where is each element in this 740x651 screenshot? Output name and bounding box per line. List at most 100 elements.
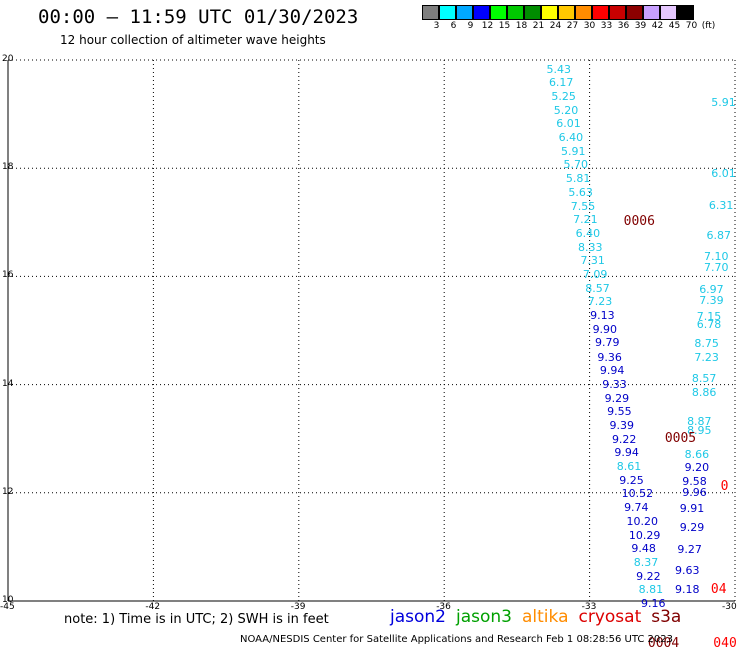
wave-height-value: 9.25 bbox=[619, 473, 644, 487]
wave-height-value: 9.22 bbox=[636, 569, 661, 583]
scale-swatch bbox=[677, 5, 694, 20]
wave-height-value: 7.39 bbox=[699, 293, 724, 307]
scale-label: 70 bbox=[685, 21, 698, 31]
wave-height-value: 8.81 bbox=[638, 583, 664, 597]
scale-swatch bbox=[473, 5, 490, 20]
wave-height-value: 7.09 bbox=[582, 268, 608, 282]
wave-height-value: 7.23 bbox=[587, 295, 613, 309]
lat-tick-label: 16 bbox=[2, 270, 14, 281]
wave-height-value: 9.94 bbox=[614, 446, 639, 460]
wave-height-value: 9.63 bbox=[674, 564, 700, 578]
scale-swatch bbox=[541, 5, 558, 20]
wave-height-value: 6.87 bbox=[706, 228, 731, 242]
wave-height-value: 9.58 bbox=[682, 474, 707, 488]
wave-height-value: 5.81 bbox=[565, 172, 591, 186]
scale-label: 30 bbox=[583, 21, 596, 31]
scale-label: 3 bbox=[433, 21, 440, 31]
scale-swatch bbox=[660, 5, 677, 20]
pass-time-label: 040 bbox=[713, 636, 737, 651]
wave-height-value: 5.91 bbox=[561, 144, 586, 158]
lat-tick-label: 10 bbox=[2, 595, 14, 605]
wave-height-value: 7.10 bbox=[704, 250, 729, 264]
scale-swatch bbox=[456, 5, 473, 20]
wave-height-value: 9.16 bbox=[641, 597, 666, 611]
wave-height-value: 9.36 bbox=[597, 350, 622, 364]
wave-height-value: 8.75 bbox=[694, 337, 719, 351]
wave-height-value: 9.79 bbox=[594, 336, 620, 350]
wave-height-value: 6.01 bbox=[556, 117, 581, 131]
wave-height-value: 6.31 bbox=[708, 199, 734, 213]
wave-height-value: 9.74 bbox=[624, 500, 649, 514]
wave-height-value: 9.20 bbox=[684, 461, 710, 475]
page-title: 00:00 – 11:59 UTC 01/30/2023 bbox=[38, 6, 359, 28]
wave-height-value: 9.27 bbox=[677, 542, 702, 556]
wave-height-value: 8.87 bbox=[687, 415, 712, 429]
scale-label: 21 bbox=[532, 21, 545, 31]
wave-height-value: 8.57 bbox=[691, 372, 717, 386]
wave-height-value: 5.25 bbox=[551, 89, 576, 103]
lon-tick-label: -30 bbox=[722, 602, 737, 612]
wave-height-scale bbox=[422, 5, 694, 20]
scale-swatch bbox=[643, 5, 660, 20]
wave-height-value: 6.97 bbox=[699, 282, 724, 296]
scale-label: 42 bbox=[651, 21, 664, 31]
wave-height-value: 7.15 bbox=[696, 309, 722, 323]
altimeter-map bbox=[7, 59, 736, 602]
pass-time-label: 0 bbox=[720, 479, 729, 495]
wave-height-value: 9.94 bbox=[599, 364, 625, 378]
scale-label: 24 bbox=[549, 21, 562, 31]
lat-tick-label: 20 bbox=[2, 54, 14, 64]
wave-height-value: 6.40 bbox=[575, 227, 601, 241]
wave-height-value: 8.95 bbox=[687, 423, 712, 437]
wave-height-value: 7.23 bbox=[694, 350, 719, 364]
wave-height-value: 8.86 bbox=[691, 385, 717, 399]
scale-label: 15 bbox=[498, 21, 511, 31]
scale-label: 12 bbox=[481, 21, 494, 31]
pass-time-label: 0005 bbox=[664, 430, 697, 446]
wave-height-value: 9.29 bbox=[679, 520, 705, 534]
satellite-legend-s3a: s3a bbox=[651, 607, 682, 627]
wave-height-value: 8.37 bbox=[633, 556, 659, 570]
wave-height-value: 9.29 bbox=[604, 391, 630, 405]
scale-label: 39 bbox=[634, 21, 647, 31]
scale-swatch bbox=[507, 5, 524, 20]
lat-tick-label: 14 bbox=[2, 378, 14, 389]
pass-time-label: 04 bbox=[710, 582, 727, 598]
scale-label: 33 bbox=[600, 21, 613, 31]
lon-tick-label: -42 bbox=[145, 602, 161, 612]
wave-height-value: 6.17 bbox=[548, 76, 574, 90]
wave-height-value: 9.13 bbox=[590, 309, 615, 323]
wave-height-value: 10.29 bbox=[628, 528, 661, 542]
scale-label: 6 bbox=[450, 21, 457, 31]
pass-time-label: 0004 bbox=[647, 636, 680, 651]
footer-credit: NOAA/NESDIS Center for Satellite Applica… bbox=[240, 634, 673, 645]
scale-label: 9 bbox=[467, 21, 474, 31]
wave-height-value: 7.70 bbox=[704, 261, 729, 275]
scale-label: 27 bbox=[566, 21, 579, 31]
wave-height-value: 5.91 bbox=[711, 96, 736, 110]
scale-swatch bbox=[422, 5, 439, 20]
wave-height-value: 7.31 bbox=[580, 254, 605, 268]
wave-height-value: 5.20 bbox=[553, 103, 579, 117]
wave-height-value: 8.61 bbox=[616, 459, 642, 473]
lat-tick-label: 18 bbox=[2, 162, 14, 173]
wave-height-value: 5.63 bbox=[568, 186, 593, 200]
scale-label: 18 bbox=[515, 21, 528, 31]
wave-height-value: 6.40 bbox=[558, 130, 584, 144]
lat-tick-label: 12 bbox=[2, 486, 14, 497]
lon-tick-label: -33 bbox=[581, 602, 597, 612]
wave-height-value: 9.18 bbox=[674, 583, 700, 597]
wave-height-value: 7.21 bbox=[573, 213, 598, 227]
wave-height-value: 9.96 bbox=[682, 485, 707, 499]
wave-height-value: 9.39 bbox=[609, 418, 635, 432]
scale-swatch bbox=[592, 5, 609, 20]
scale-unit: (ft) bbox=[701, 21, 716, 31]
wave-height-value: 9.33 bbox=[602, 377, 627, 391]
wave-height-value: 6.01 bbox=[711, 166, 736, 180]
scale-label: 45 bbox=[668, 21, 681, 31]
scale-swatch bbox=[575, 5, 592, 20]
wave-height-value: 10.52 bbox=[621, 487, 654, 501]
wave-height-value: 6.78 bbox=[696, 318, 722, 332]
wave-height-value: 8.57 bbox=[585, 281, 610, 295]
scale-swatch bbox=[490, 5, 507, 20]
